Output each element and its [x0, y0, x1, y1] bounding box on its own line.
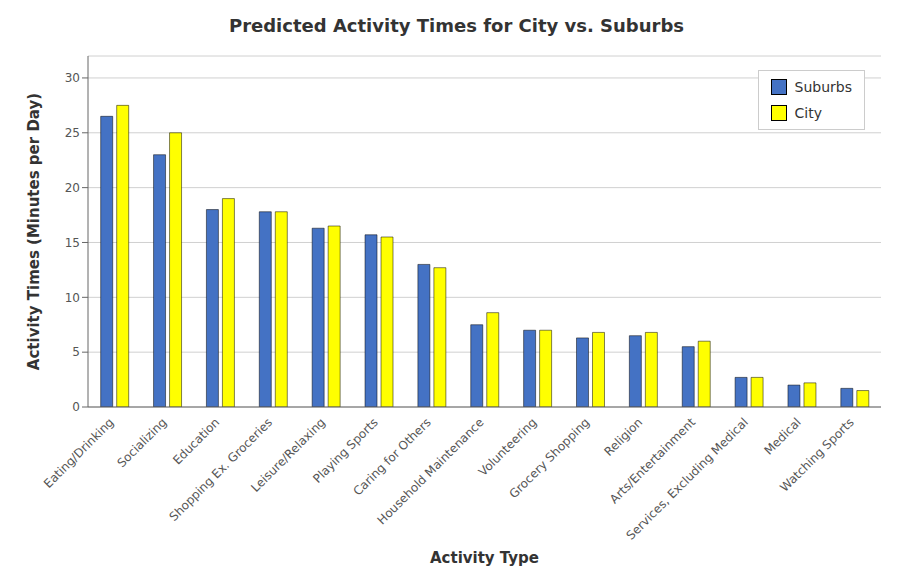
svg-text:Leisure/Relaxing: Leisure/Relaxing [248, 415, 328, 495]
svg-text:0: 0 [72, 400, 80, 414]
svg-text:Medical: Medical [761, 415, 803, 457]
svg-text:Services, Excluding Medical: Services, Excluding Medical [624, 415, 751, 542]
svg-text:Volunteering: Volunteering [475, 415, 540, 479]
svg-text:20: 20 [65, 181, 80, 195]
svg-text:Grocery Shopping: Grocery Shopping [506, 415, 592, 501]
svg-text:Religion: Religion [602, 415, 646, 459]
svg-text:Watching Sports: Watching Sports [777, 415, 856, 494]
svg-text:15: 15 [65, 236, 80, 250]
svg-text:Household Maintenance: Household Maintenance [374, 415, 486, 527]
html-text:Suburbs: Suburbs [794, 79, 852, 95]
html-text:Predicted Activity Times for C: Predicted Activity Times for City vs. Su… [229, 15, 684, 36]
svg-text:10: 10 [65, 291, 80, 305]
svg-text:Caring for Others: Caring for Others [350, 415, 434, 499]
svg-text:Shopping Ex. Groceries: Shopping Ex. Groceries [166, 415, 275, 524]
svg-text:Activity Type: Activity Type [430, 549, 539, 567]
svg-text:Playing Sports: Playing Sports [310, 415, 381, 486]
svg-text:Education: Education [170, 415, 222, 467]
html-text:City: City [794, 105, 822, 121]
svg-text:5: 5 [72, 345, 80, 359]
svg-text:25: 25 [65, 126, 80, 140]
svg-text:Socializing: Socializing [114, 415, 169, 470]
svg-text:Arts/Entertainment: Arts/Entertainment [607, 415, 698, 506]
svg-text:Activity Times (Minutes per Da: Activity Times (Minutes per Day) [25, 93, 43, 370]
svg-text:30: 30 [65, 71, 80, 85]
svg-text:Eating/Drinking: Eating/Drinking [41, 415, 117, 491]
